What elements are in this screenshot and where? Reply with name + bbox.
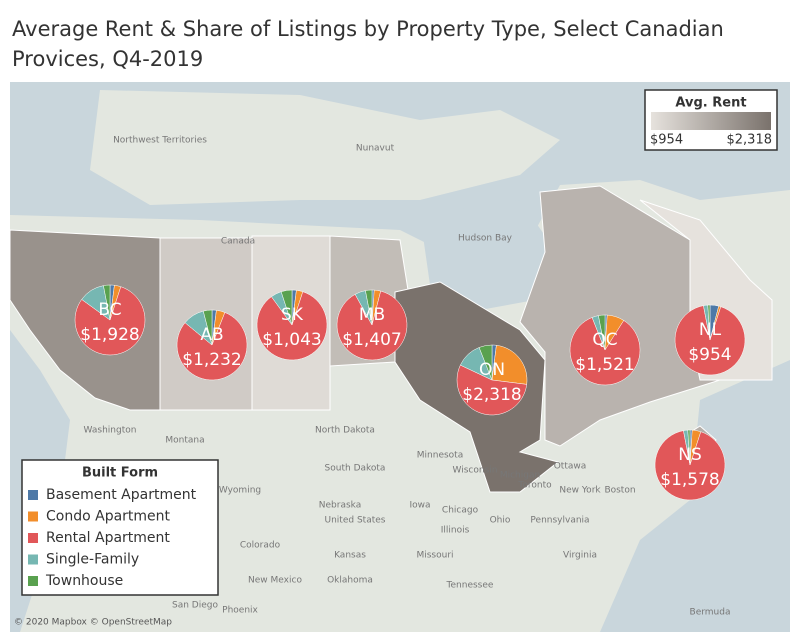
- map-label: Ohio: [490, 516, 511, 526]
- color-ramp: [651, 112, 771, 130]
- map-label: Nebraska: [319, 501, 361, 511]
- pie-slice: [491, 344, 528, 385]
- map-label: Hudson Bay: [458, 234, 513, 244]
- attribution: © 2020 Mapbox © OpenStreetMap: [14, 618, 172, 628]
- pie-slice: [280, 289, 293, 326]
- pies: BC $1,928 AB $1,232 SK $1,043 MB $1,407 ON $2,318…: [74, 284, 746, 501]
- province-code: SK: [281, 305, 304, 325]
- map-label: South Dakota: [325, 464, 386, 474]
- map-label: Pennsylvania: [530, 516, 589, 526]
- province-code: ON: [479, 360, 505, 380]
- color-legend-title: Avg. Rent: [675, 96, 746, 111]
- map-label: Iowa: [409, 501, 430, 511]
- pie-slice: [654, 430, 726, 501]
- pie-slice: [569, 317, 641, 386]
- arctic-land: [90, 90, 560, 205]
- province-rent: $1,521: [575, 355, 634, 375]
- map-label: Toronto: [517, 481, 552, 491]
- province-code: NS: [678, 445, 702, 465]
- map-label: New Mexico: [248, 576, 302, 586]
- hudson-bay: [420, 200, 555, 310]
- legend-label: Single-Family: [46, 552, 139, 568]
- map-label: Canada: [221, 237, 255, 247]
- legend-box: [21, 459, 219, 596]
- province-rent: $1,043: [262, 330, 321, 350]
- map-label: Virginia: [563, 551, 597, 561]
- province-rent: $1,232: [182, 350, 241, 370]
- map-label: Nunavut: [356, 144, 395, 154]
- map-label: Michigan: [500, 471, 540, 481]
- pie-slice: [176, 312, 248, 381]
- province-code: NL: [699, 320, 722, 340]
- map-label: Illinois: [441, 526, 470, 536]
- province-rent: $2,318: [462, 385, 521, 405]
- map-label: United States: [325, 516, 386, 526]
- map-label: Colorado: [240, 541, 281, 551]
- map-label: New York: [559, 486, 601, 496]
- pie-slice: [256, 291, 328, 361]
- map-label: Wyoming: [219, 486, 261, 496]
- pie-slice: [674, 305, 746, 376]
- legend-label: Rental Apartment: [46, 530, 170, 546]
- legend-label: Condo Apartment: [46, 509, 171, 525]
- map-label: Ottawa: [554, 462, 587, 472]
- map-label: Kansas: [334, 551, 366, 561]
- province-code: BC: [98, 300, 121, 320]
- color-legend-max: $2,318: [727, 133, 773, 148]
- pie-slice: [336, 290, 408, 361]
- province-rent: $1,578: [660, 470, 719, 490]
- map-label: Tennessee: [446, 581, 494, 591]
- map-label: Missouri: [416, 551, 453, 561]
- map-label: Northwest Territories: [113, 136, 207, 146]
- map-label: San Diego: [172, 601, 218, 611]
- map-label: North Dakota: [315, 426, 375, 436]
- legend-swatch: [28, 576, 38, 586]
- legend: Basement Apartment Condo Apartment Rental …: [28, 487, 197, 589]
- legend-swatch: [28, 490, 38, 500]
- title-line: Provices, Q4-2019: [12, 47, 203, 71]
- pie-slice: [687, 429, 691, 466]
- pie-slice: [365, 289, 373, 326]
- map-label: Minnesota: [417, 451, 463, 461]
- map-label: Oklahoma: [327, 576, 373, 586]
- pie-slice: [103, 284, 111, 321]
- province-code: MB: [359, 305, 385, 325]
- map-label: Boston: [604, 486, 635, 496]
- pie-slice: [707, 304, 711, 341]
- map-label: Washington: [84, 426, 137, 436]
- pie-slice: [456, 364, 528, 416]
- legend-swatch: [28, 511, 38, 522]
- map-label: Chicago: [442, 506, 479, 516]
- province-rent: $1,407: [342, 330, 401, 350]
- map-label: Phoenix: [222, 606, 258, 616]
- map-label: Wisconsin: [453, 466, 498, 476]
- province-code: AB: [200, 325, 223, 345]
- color-legend-min: $954: [650, 133, 683, 148]
- legend-title: Built Form: [82, 466, 158, 481]
- pie-slice: [598, 314, 606, 351]
- title-line: Average Rent & Share of Listings by Prop…: [12, 17, 724, 41]
- map-label: Bermuda: [690, 608, 731, 618]
- map-label: Montana: [165, 436, 204, 446]
- pie-slice: [74, 286, 146, 356]
- legend-label: Basement Apartment: [46, 487, 197, 503]
- province-rent: $1,928: [80, 325, 139, 345]
- legend-label: Townhouse: [45, 573, 123, 589]
- pie-slice: [478, 344, 493, 381]
- pie-slice: [202, 309, 213, 346]
- province-rent: $954: [688, 345, 731, 365]
- legend-swatch: [28, 533, 38, 543]
- legend-swatch: [28, 554, 38, 565]
- province-code: QC: [592, 330, 617, 350]
